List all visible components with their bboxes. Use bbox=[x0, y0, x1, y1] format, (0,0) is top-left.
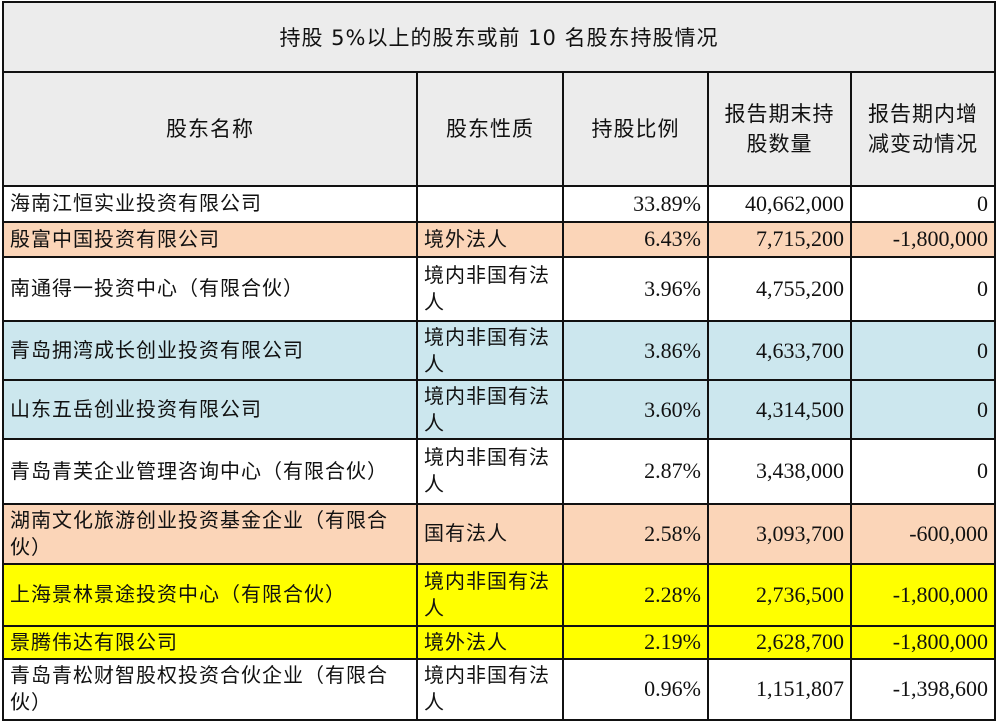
shares-held-cell: 2,628,700 bbox=[707, 625, 852, 660]
change-cell: -1,398,600 bbox=[849, 657, 996, 722]
change-cell: -600,000 bbox=[849, 502, 996, 565]
shareholder-name-cell: 南通得一投资中心（有限合伙） bbox=[2, 255, 418, 323]
shares-held-cell: 2,736,500 bbox=[707, 562, 852, 628]
table-row: 湖南文化旅游创业投资基金企业（有限合伙） 国有法人 2.58% 3,093,700 -6… bbox=[2, 502, 996, 565]
shares-held-cell: 4,755,200 bbox=[707, 255, 852, 323]
holding-ratio-cell: 2.28% bbox=[562, 562, 709, 628]
table-row: 景腾伟达有限公司 境外法人 2.19% 2,628,700 -1,800,000 bbox=[2, 625, 996, 660]
table-row: 上海景林景途投资中心（有限合伙） 境内非国有法人 2.28% 2,736,500 -1,… bbox=[2, 562, 996, 628]
change-cell: -1,800,000 bbox=[849, 220, 996, 258]
shareholder-name-cell: 海南江恒实业投资有限公司 bbox=[2, 185, 418, 223]
shares-held-cell: 1,151,807 bbox=[707, 657, 852, 722]
shareholder-name-cell: 湖南文化旅游创业投资基金企业（有限合伙） bbox=[2, 502, 418, 565]
change-cell: 0 bbox=[849, 438, 996, 505]
header-row: 股东名称 股东性质 持股比例 报告期末持股数量 报告期内增减变动情况 bbox=[2, 71, 996, 187]
column-header: 股东名称 bbox=[2, 71, 418, 187]
shares-held-cell: 4,633,700 bbox=[707, 320, 852, 382]
table-row: 山东五岳创业投资有限公司 境内非国有法人 3.60% 4,314,500 0 bbox=[2, 379, 996, 441]
column-header: 报告期内增减变动情况 bbox=[849, 71, 996, 187]
shareholder-name-cell: 山东五岳创业投资有限公司 bbox=[2, 379, 418, 441]
shares-held-cell: 7,715,200 bbox=[707, 220, 852, 258]
holding-ratio-cell: 2.19% bbox=[562, 625, 709, 660]
holding-ratio-cell: 2.87% bbox=[562, 438, 709, 505]
shareholder-nature-cell: 境内非国有法人 bbox=[416, 562, 564, 628]
shareholder-nature-cell: 国有法人 bbox=[416, 502, 564, 565]
change-cell: 0 bbox=[849, 379, 996, 441]
table-row: 青岛青芙企业管理咨询中心（有限合伙） 境内非国有法人 2.87% 3,438,000 0 bbox=[2, 438, 996, 505]
shares-held-cell: 3,093,700 bbox=[707, 502, 852, 565]
table-row: 南通得一投资中心（有限合伙） 境内非国有法人 3.96% 4,755,200 0 bbox=[2, 255, 996, 323]
table-title: 持股 5%以上的股东或前 10 名股东持股情况 bbox=[1, 1, 996, 73]
change-cell: 0 bbox=[849, 185, 996, 223]
table-row: 青岛拥湾成长创业投资有限公司 境内非国有法人 3.86% 4,633,700 0 bbox=[2, 320, 996, 382]
shareholder-name-cell: 景腾伟达有限公司 bbox=[2, 625, 418, 660]
shareholder-nature-cell: 境内非国有法人 bbox=[416, 255, 564, 323]
shareholder-nature-cell: 境内非国有法人 bbox=[416, 320, 564, 382]
column-header: 股东性质 bbox=[416, 71, 564, 187]
change-cell: -1,800,000 bbox=[849, 562, 996, 628]
table-row: 青岛青松财智股权投资合伙企业（有限合伙） 境内非国有法人 0.96% 1,151,80… bbox=[2, 657, 996, 722]
shareholder-nature-cell bbox=[416, 185, 564, 223]
change-cell: 0 bbox=[849, 255, 996, 323]
holding-ratio-cell: 0.96% bbox=[562, 657, 709, 722]
change-cell: 0 bbox=[849, 320, 996, 382]
shareholder-nature-cell: 境内非国有法人 bbox=[416, 657, 564, 722]
column-header: 报告期末持股数量 bbox=[707, 71, 852, 187]
table-row: 海南江恒实业投资有限公司 33.89% 40,662,000 0 bbox=[2, 185, 996, 223]
shareholder-name-cell: 青岛拥湾成长创业投资有限公司 bbox=[2, 320, 418, 382]
shares-held-cell: 3,438,000 bbox=[707, 438, 852, 505]
shareholder-nature-cell: 境内非国有法人 bbox=[416, 379, 564, 441]
holding-ratio-cell: 3.96% bbox=[562, 255, 709, 323]
column-header: 持股比例 bbox=[562, 71, 709, 187]
change-cell: -1,800,000 bbox=[849, 625, 996, 660]
holding-ratio-cell: 3.60% bbox=[562, 379, 709, 441]
shareholder-nature-cell: 境内非国有法人 bbox=[416, 438, 564, 505]
shareholder-name-cell: 殷富中国投资有限公司 bbox=[2, 220, 418, 258]
shareholder-name-cell: 青岛青松财智股权投资合伙企业（有限合伙） bbox=[2, 657, 418, 722]
holding-ratio-cell: 2.58% bbox=[562, 502, 709, 565]
table-row: 殷富中国投资有限公司 境外法人 6.43% 7,715,200 -1,800,000 bbox=[2, 220, 996, 258]
holding-ratio-cell: 3.86% bbox=[562, 320, 709, 382]
holding-ratio-cell: 6.43% bbox=[562, 220, 709, 258]
shares-held-cell: 4,314,500 bbox=[707, 379, 852, 441]
shareholder-nature-cell: 境外法人 bbox=[416, 220, 564, 258]
shares-held-cell: 40,662,000 bbox=[707, 185, 852, 223]
shareholder-name-cell: 上海景林景途投资中心（有限合伙） bbox=[2, 562, 418, 628]
holding-ratio-cell: 33.89% bbox=[562, 185, 709, 223]
shareholder-nature-cell: 境外法人 bbox=[416, 625, 564, 660]
shareholder-name-cell: 青岛青芙企业管理咨询中心（有限合伙） bbox=[2, 438, 418, 505]
